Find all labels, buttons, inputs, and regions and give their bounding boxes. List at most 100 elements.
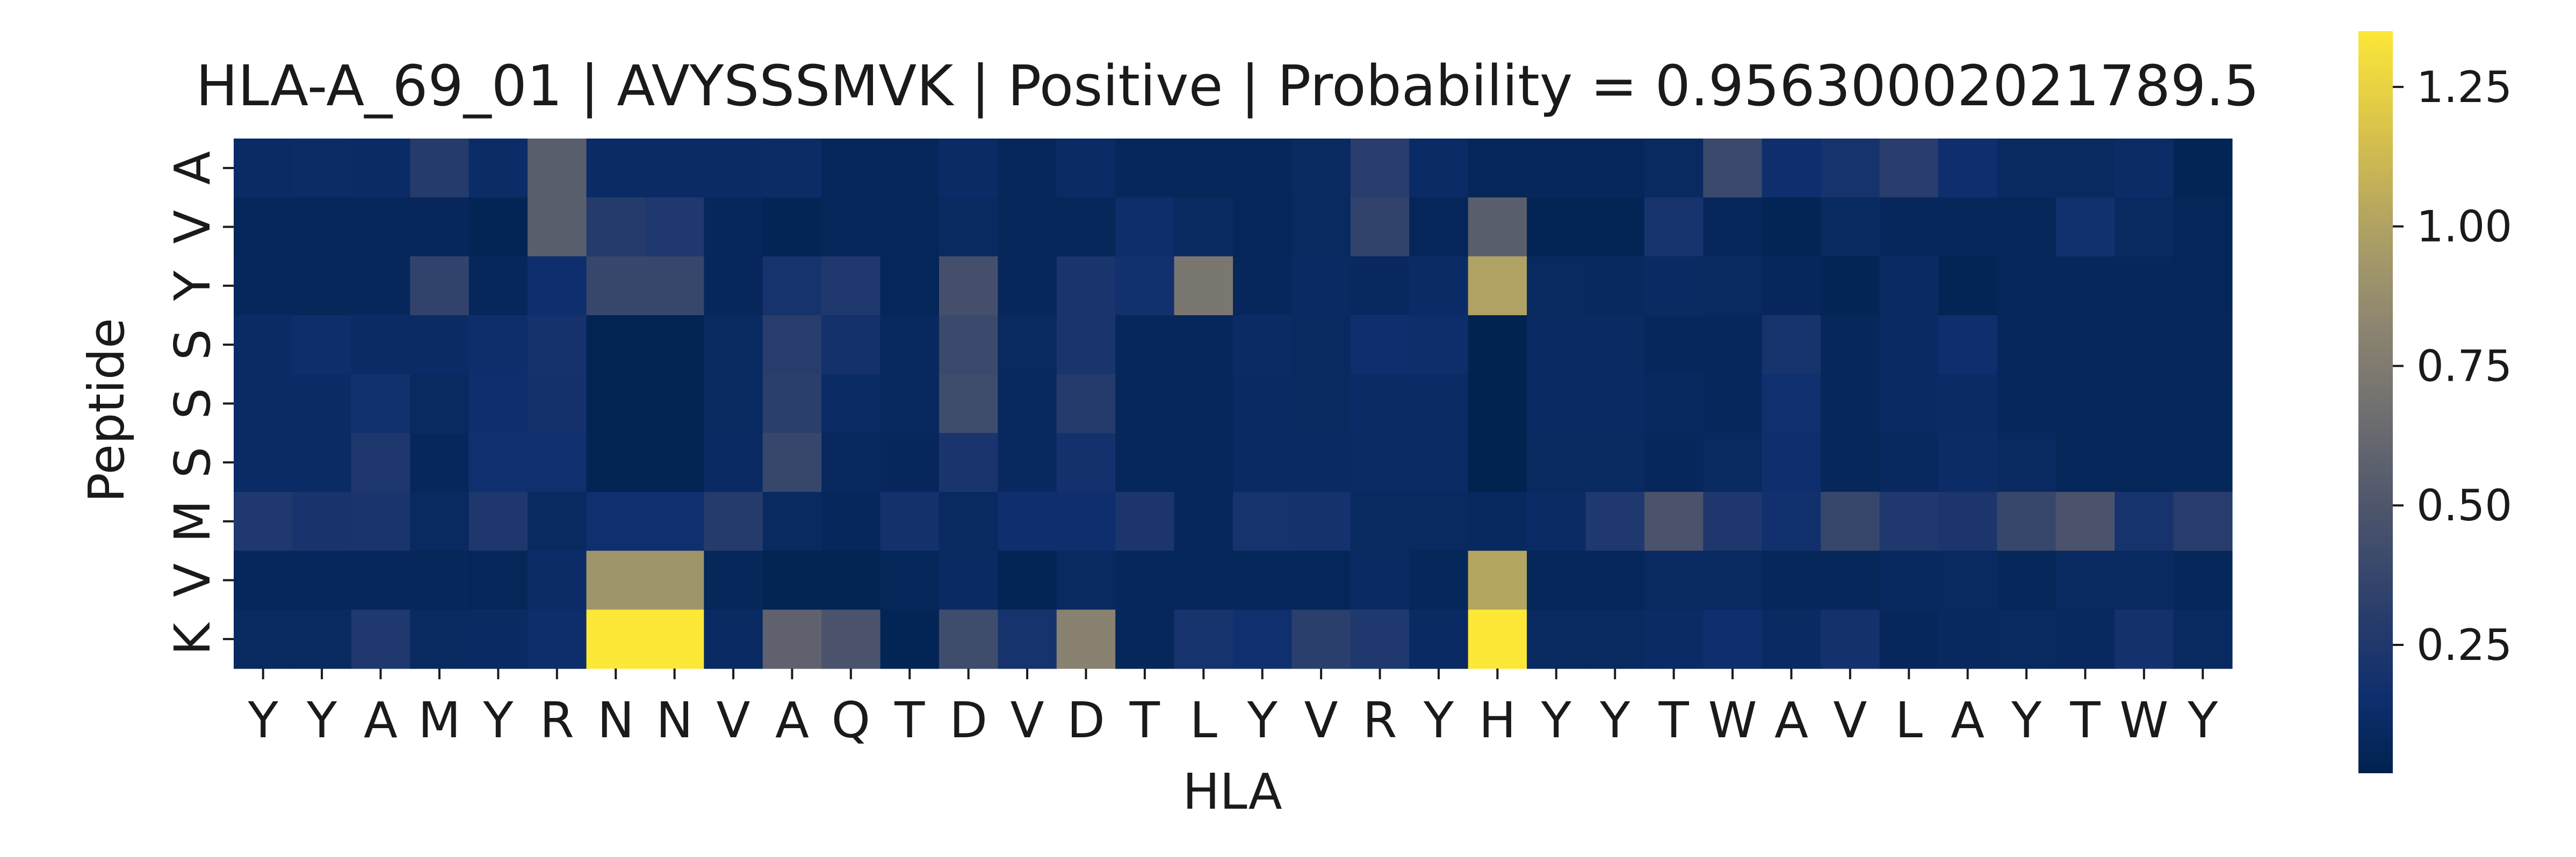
heatmap-cell (1291, 374, 1351, 433)
heatmap-cell (234, 492, 293, 551)
heatmap-cell (468, 256, 528, 316)
heatmap-cell (1056, 197, 1116, 257)
x-tick-label: N (656, 692, 693, 749)
heatmap-cell (1879, 315, 1939, 375)
heatmap-cell (2173, 609, 2233, 669)
heatmap-cell (1056, 492, 1116, 551)
heatmap-cell (1350, 315, 1410, 375)
heatmap-cell (234, 433, 293, 492)
heatmap-cell (2115, 197, 2174, 257)
x-tick-label: V (1304, 692, 1338, 749)
heatmap-cell (1821, 139, 1880, 198)
heatmap-cell (939, 492, 998, 551)
heatmap-cell (1585, 139, 1645, 198)
heatmap-cell (1938, 256, 1997, 316)
x-tick-label: M (418, 692, 460, 749)
heatmap-cell (1056, 315, 1116, 375)
heatmap-cell (586, 197, 646, 257)
heatmap-cell (468, 374, 528, 433)
heatmap-cell (292, 315, 352, 375)
heatmap-cell (468, 139, 528, 198)
heatmap-cell (1644, 550, 1704, 610)
heatmap-cell (410, 374, 470, 433)
heatmap-cell (1350, 433, 1410, 492)
heatmap-cell (1350, 374, 1410, 433)
heatmap-cell (1997, 139, 2057, 198)
heatmap-cell (468, 609, 528, 669)
heatmap-cell (1174, 256, 1233, 316)
heatmap-cell (292, 492, 352, 551)
heatmap-cell (880, 256, 940, 316)
heatmap-cell (821, 550, 881, 610)
heatmap-cell (880, 139, 940, 198)
heatmap-cell (528, 374, 587, 433)
heatmap-cell (821, 374, 881, 433)
heatmap-cell (880, 609, 940, 669)
heatmap-cell (1291, 197, 1351, 257)
heatmap-cell (1644, 197, 1704, 257)
heatmap-cell (2173, 197, 2233, 257)
heatmap-cell (762, 550, 822, 610)
heatmap-cell (880, 315, 940, 375)
heatmap-cell (468, 197, 528, 257)
heatmap-cell (1644, 139, 1704, 198)
heatmap-cell (939, 139, 998, 198)
heatmap-cell (1938, 609, 1997, 669)
heatmap-cell (939, 433, 998, 492)
heatmap-cell (1938, 139, 1997, 198)
heatmap-cell (410, 256, 470, 316)
heatmap-cell (880, 550, 940, 610)
heatmap-cell (1997, 492, 2057, 551)
heatmap-cell (1821, 492, 1880, 551)
heatmap-cell (1291, 609, 1351, 669)
heatmap-cell (1762, 256, 1821, 316)
heatmap-cell (645, 609, 704, 669)
heatmap-cell (410, 197, 470, 257)
heatmap-cell (762, 139, 822, 198)
heatmap-cell (1703, 139, 1763, 198)
heatmap-cell (351, 433, 410, 492)
heatmap-cell (1997, 256, 2057, 316)
heatmap-cell (2055, 433, 2115, 492)
x-tick-label: D (1067, 692, 1105, 749)
heatmap-cell (762, 609, 822, 669)
heatmap-cell (292, 256, 352, 316)
heatmap-cell (1350, 609, 1410, 669)
heatmap-cell (2115, 315, 2174, 375)
x-tick-label: Y (1599, 692, 1630, 749)
heatmap-cell (939, 550, 998, 610)
heatmap-cell (1703, 374, 1763, 433)
heatmap-cell (1879, 550, 1939, 610)
heatmap-cell (1056, 609, 1116, 669)
heatmap-cell (292, 609, 352, 669)
y-tick-label: S (164, 447, 221, 478)
heatmap-cell (2115, 433, 2174, 492)
heatmap-cell (468, 550, 528, 610)
heatmap-cell (528, 256, 587, 316)
heatmap-cell (1409, 609, 1469, 669)
heatmap-cell (998, 492, 1057, 551)
heatmap-cell (410, 139, 470, 198)
heatmap-cell (410, 609, 470, 669)
x-tick-label: V (1011, 692, 1044, 749)
heatmap-cell (2173, 256, 2233, 316)
heatmap-cell (2173, 550, 2233, 610)
heatmap-cell (645, 374, 704, 433)
heatmap-cell (939, 197, 998, 257)
heatmap-cell (1468, 550, 1527, 610)
heatmap-cell (1585, 433, 1645, 492)
x-tick-label: V (717, 692, 751, 749)
heatmap-cell (1585, 315, 1645, 375)
heatmap-cell (1762, 139, 1821, 198)
heatmap-cell (528, 492, 587, 551)
heatmap-cell (821, 197, 881, 257)
heatmap-cell (1527, 374, 1586, 433)
y-tick-label: V (164, 563, 221, 597)
heatmap-cell (1115, 256, 1175, 316)
heatmap-cell (586, 550, 646, 610)
heatmap-cell (1938, 433, 1997, 492)
colorbar-tick-label: 1.25 (2416, 62, 2512, 112)
heatmap-cell (2055, 139, 2115, 198)
heatmap-cell (292, 197, 352, 257)
x-tick-label: W (2119, 692, 2168, 749)
